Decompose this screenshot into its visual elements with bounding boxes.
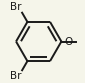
Text: O: O xyxy=(65,37,73,46)
Text: Br: Br xyxy=(10,71,21,81)
Text: Br: Br xyxy=(10,2,21,12)
